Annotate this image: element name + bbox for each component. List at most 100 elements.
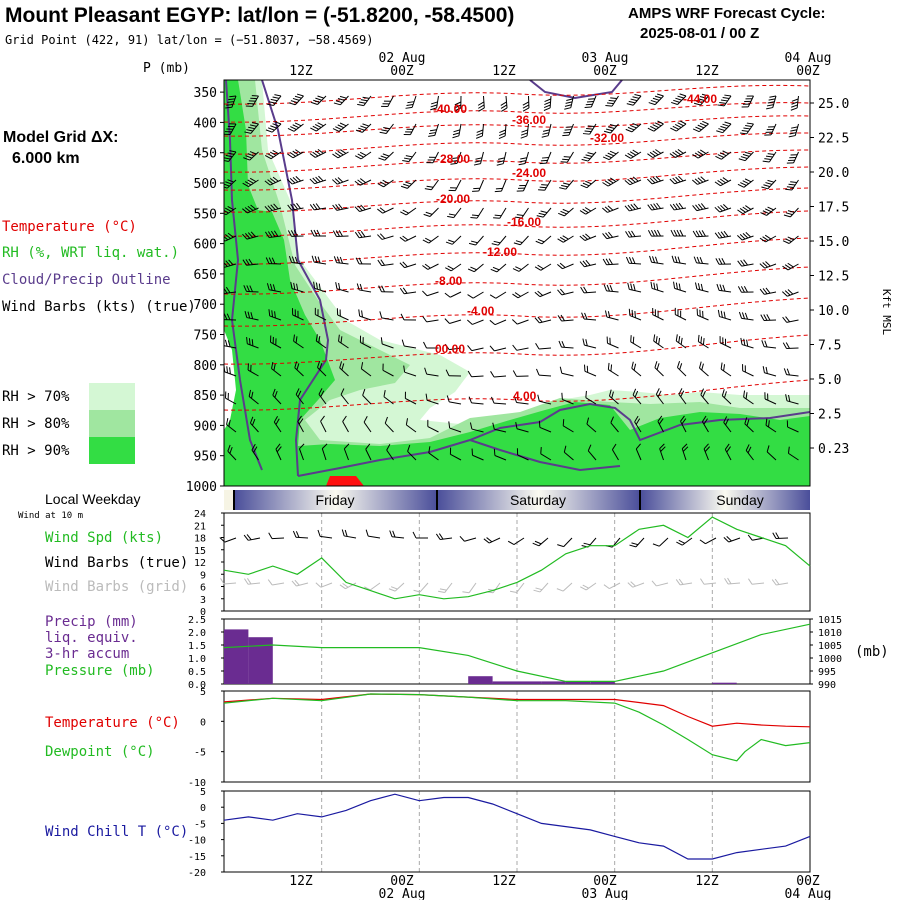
wind-barb-flag xyxy=(605,154,612,159)
wind-barb-flag xyxy=(452,132,460,136)
wind-barb-flag xyxy=(312,177,318,184)
y-tick-label: 15 xyxy=(194,546,206,557)
wind-barb-flag xyxy=(557,263,563,270)
wind-barb-flag xyxy=(476,129,484,133)
wind-barb xyxy=(448,421,462,433)
wind-barb-flag xyxy=(244,310,248,318)
wind-barb-staff xyxy=(297,421,304,433)
wind-barb-flag xyxy=(559,236,567,242)
wind-barb xyxy=(610,416,619,433)
surface-barb-grid-staff xyxy=(632,582,645,588)
wind-barb-staff xyxy=(450,453,462,461)
wind-barb-flag xyxy=(603,284,608,292)
pressure-tick-label: 950 xyxy=(194,450,217,465)
wind-barb-flag xyxy=(357,103,364,107)
wind-barb-flag xyxy=(657,310,659,318)
surface-barb-grid xyxy=(364,582,381,591)
wind-barb-flag xyxy=(494,190,502,193)
wind-barb-flag xyxy=(362,123,370,127)
surface-barb-true-flag xyxy=(459,535,465,542)
wind-barb-staff xyxy=(586,179,597,189)
wind-barb-flag xyxy=(272,123,279,127)
wind-barb-flag xyxy=(310,101,318,105)
wind-barb xyxy=(602,205,619,213)
surface-barb-true-flag xyxy=(557,544,564,548)
wind-barb-flag xyxy=(247,311,251,319)
wind-barb xyxy=(788,123,799,138)
wind-barb-flag xyxy=(478,104,485,109)
wind-barb-flag xyxy=(515,216,522,219)
wind-barb-flag xyxy=(315,97,322,101)
wind-barb-flag xyxy=(678,388,683,395)
wind-barb-flag xyxy=(695,230,700,237)
bottom-tick-1: 12Z xyxy=(289,874,313,889)
wind-barb-flag xyxy=(476,132,483,136)
wind-barb xyxy=(342,415,349,433)
wind-barb-flag xyxy=(669,204,675,211)
wind-barb-flag xyxy=(522,104,530,109)
wind-barb-flag xyxy=(538,189,545,191)
wind-barb-flag xyxy=(244,131,252,134)
wind-barb-flag xyxy=(226,366,229,373)
wind-barb xyxy=(242,258,259,266)
wind-barb xyxy=(498,123,507,139)
wind-barb-flag xyxy=(315,176,321,183)
wind-barb-staff xyxy=(494,319,507,326)
wind-barb-flag xyxy=(454,104,462,109)
wind-barb-flag xyxy=(297,310,299,318)
wind-barb-staff xyxy=(494,428,507,433)
wind-barb-flag xyxy=(399,287,405,295)
wind-barb-flag xyxy=(700,149,707,154)
wind-barb xyxy=(339,361,349,377)
wind-barb xyxy=(607,362,619,377)
wind-barb-flag xyxy=(634,390,639,398)
wind-barb-flag xyxy=(250,97,258,100)
wind-barb-flag xyxy=(493,217,500,219)
precip-panel: 0.00.51.01.52.02.5 990995100010051010101… xyxy=(45,614,889,691)
wind-barb xyxy=(557,262,574,270)
wind-barb-flag xyxy=(560,161,568,163)
surface-barb-true-flag xyxy=(747,534,753,541)
surface-barb-grid xyxy=(388,582,405,592)
wind-barb-flag xyxy=(430,104,438,108)
rh90-swatch xyxy=(89,437,135,464)
wind-barb-staff xyxy=(700,394,709,405)
wind-barb-flag xyxy=(358,101,366,104)
wind-barb-flag xyxy=(401,339,405,347)
wind-barb-flag xyxy=(586,417,590,425)
wind-barb-flag xyxy=(499,129,506,134)
wind-barb-flag xyxy=(716,130,723,134)
wind-barb-flag xyxy=(467,345,473,351)
wind-barb-flag xyxy=(467,294,474,299)
wind-barb-flag xyxy=(559,366,563,374)
dewpoint-line xyxy=(223,693,811,762)
wind-barb-staff xyxy=(632,95,642,106)
wind-barb-flag xyxy=(704,446,711,452)
top-tick-2: 00Z xyxy=(390,64,414,79)
wind-barb-flag xyxy=(695,100,703,104)
wind-barb-flag xyxy=(610,97,617,100)
wind-barb-flag xyxy=(267,231,273,238)
wind-barb-flag xyxy=(229,367,231,375)
wind-barb-staff xyxy=(339,95,349,106)
wind-barb-flag xyxy=(648,102,656,106)
wind-barb-staff xyxy=(475,235,484,246)
wind-barb xyxy=(422,235,439,244)
wind-barb-flag xyxy=(562,134,570,137)
wind-barb-staff xyxy=(407,451,417,461)
wind-barb-flag xyxy=(744,151,752,155)
wind-barb xyxy=(377,179,394,188)
wind-barb xyxy=(379,311,394,321)
wind-barb-staff xyxy=(745,450,754,461)
wind-barb-flag xyxy=(630,283,633,291)
wind-barb-flag xyxy=(723,230,729,237)
wind-barb-flag xyxy=(338,230,343,237)
wind-barb-flag xyxy=(267,127,275,131)
isotherm xyxy=(224,210,810,237)
wind-barb-flag xyxy=(384,416,388,424)
wind-barb-flag xyxy=(249,416,254,424)
wind-barb xyxy=(678,388,687,405)
wind-barb-flag xyxy=(541,184,548,186)
wind-barb-flag xyxy=(647,229,652,237)
wind-barb xyxy=(470,207,484,219)
